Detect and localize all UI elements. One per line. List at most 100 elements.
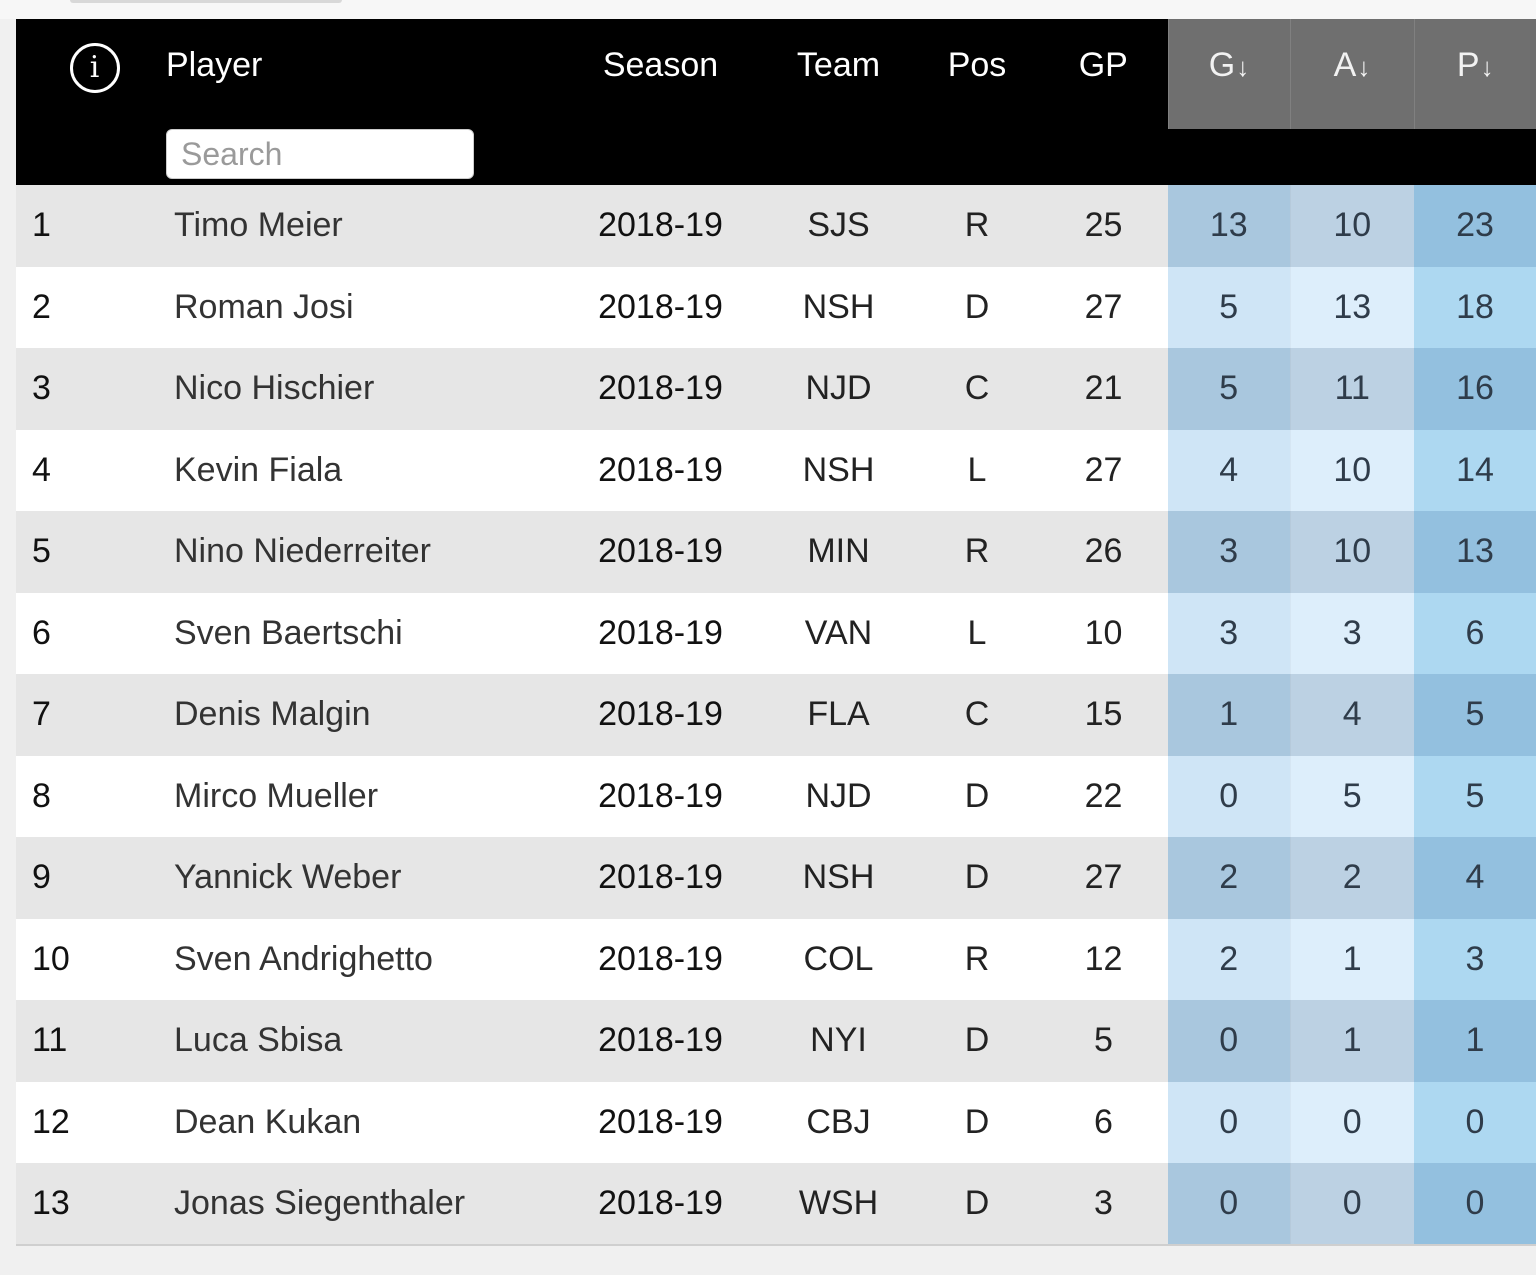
position-cell: R bbox=[915, 918, 1039, 1000]
rank-cell: 6 bbox=[16, 592, 158, 674]
points-header-label: P bbox=[1456, 46, 1480, 84]
player-name-cell[interactable]: Jonas Siegenthaler bbox=[158, 1163, 559, 1245]
rank-cell: 8 bbox=[16, 755, 158, 837]
info-icon[interactable]: i bbox=[69, 43, 120, 93]
rank-cell: 2 bbox=[16, 266, 158, 348]
rank-cell: 13 bbox=[16, 1163, 158, 1245]
table-row[interactable]: 10 Sven Andrighetto 2018-19 COL R 12 2 1 3 bbox=[16, 918, 1536, 1000]
player-name-cell[interactable]: Kevin Fiala bbox=[158, 429, 559, 511]
player-name-cell[interactable]: Dean Kukan bbox=[158, 1081, 559, 1163]
rank-cell: 12 bbox=[16, 1081, 158, 1163]
season-cell: 2018-19 bbox=[559, 266, 762, 348]
table-row[interactable]: 5 Nino Niederreiter 2018-19 MIN R 26 3 10 13 bbox=[16, 511, 1536, 593]
player-name-cell[interactable]: Denis Malgin bbox=[158, 674, 559, 756]
games-played-cell: 27 bbox=[1039, 837, 1168, 919]
assists-header[interactable]: A↓ bbox=[1289, 19, 1414, 129]
games-played-cell: 27 bbox=[1039, 429, 1168, 511]
team-cell: NSH bbox=[762, 837, 915, 919]
goals-header[interactable]: G↓ bbox=[1167, 19, 1290, 129]
filter-row bbox=[16, 129, 1536, 185]
season-cell: 2018-19 bbox=[559, 755, 762, 837]
position-cell: D bbox=[915, 266, 1039, 348]
rank-cell: 3 bbox=[16, 348, 158, 430]
goals-cell: 0 bbox=[1168, 755, 1290, 837]
player-name-cell[interactable]: Roman Josi bbox=[158, 266, 559, 348]
goals-header-label: G bbox=[1208, 46, 1236, 84]
position-cell: D bbox=[915, 1163, 1039, 1245]
player-name-cell[interactable]: Sven Baertschi bbox=[158, 592, 559, 674]
points-cell: 5 bbox=[1414, 674, 1536, 756]
season-header[interactable]: Season bbox=[559, 19, 762, 185]
table-row[interactable]: 11 Luca Sbisa 2018-19 NYI D 5 0 1 1 bbox=[16, 1000, 1536, 1082]
player-name-cell[interactable]: Sven Andrighetto bbox=[158, 918, 559, 1000]
points-cell: 4 bbox=[1414, 837, 1536, 919]
table-body: 1 Timo Meier 2018-19 SJS R 25 13 10 23 2 Roman Jos… bbox=[16, 185, 1536, 1245]
team-cell: NSH bbox=[762, 429, 915, 511]
table-row[interactable]: 1 Timo Meier 2018-19 SJS R 25 13 10 23 bbox=[16, 185, 1536, 267]
team-cell: NJD bbox=[762, 348, 915, 430]
games-played-cell: 15 bbox=[1039, 674, 1168, 756]
team-cell: SJS bbox=[762, 185, 915, 267]
goals-cell: 3 bbox=[1168, 511, 1290, 593]
table-row[interactable]: 8 Mirco Mueller 2018-19 NJD D 22 0 5 5 bbox=[16, 755, 1536, 837]
points-cell: 18 bbox=[1414, 266, 1536, 348]
table-row[interactable]: 12 Dean Kukan 2018-19 CBJ D 6 0 0 0 bbox=[16, 1081, 1536, 1163]
table-row[interactable]: 9 Yannick Weber 2018-19 NSH D 27 2 2 4 bbox=[16, 837, 1536, 919]
sort-down-arrow-icon: ↓ bbox=[1357, 52, 1371, 82]
season-cell: 2018-19 bbox=[559, 1163, 762, 1245]
season-cell: 2018-19 bbox=[559, 1081, 762, 1163]
assists-cell: 13 bbox=[1290, 266, 1414, 348]
games-played-cell: 12 bbox=[1039, 918, 1168, 1000]
season-cell: 2018-19 bbox=[559, 918, 762, 1000]
gp-header[interactable]: GP bbox=[1039, 19, 1168, 185]
table-row[interactable]: 13 Jonas Siegenthaler 2018-19 WSH D 3 0 0 0 bbox=[16, 1163, 1536, 1245]
player-name-cell[interactable]: Luca Sbisa bbox=[158, 1000, 559, 1082]
rank-cell: 9 bbox=[16, 837, 158, 919]
goals-cell: 5 bbox=[1168, 266, 1290, 348]
assists-cell: 1 bbox=[1290, 918, 1414, 1000]
team-header[interactable]: Team bbox=[762, 19, 915, 185]
player-header[interactable]: Player bbox=[158, 19, 559, 129]
games-played-cell: 21 bbox=[1039, 348, 1168, 430]
position-cell: R bbox=[915, 511, 1039, 593]
rank-cell: 5 bbox=[16, 511, 158, 593]
sort-down-arrow-icon: ↓ bbox=[1236, 52, 1250, 82]
table-row[interactable]: 6 Sven Baertschi 2018-19 VAN L 10 3 3 6 bbox=[16, 592, 1536, 674]
rank-cell: 1 bbox=[16, 185, 158, 267]
rank-cell: 7 bbox=[16, 674, 158, 756]
points-cell: 13 bbox=[1414, 511, 1536, 593]
player-name-cell[interactable]: Nico Hischier bbox=[158, 348, 559, 430]
table-row[interactable]: 2 Roman Josi 2018-19 NSH D 27 5 13 18 bbox=[16, 266, 1536, 348]
points-cell: 1 bbox=[1414, 1000, 1536, 1082]
points-cell: 5 bbox=[1414, 755, 1536, 837]
games-played-cell: 26 bbox=[1039, 511, 1168, 593]
assists-cell: 10 bbox=[1290, 429, 1414, 511]
table-row[interactable]: 3 Nico Hischier 2018-19 NJD C 21 5 11 16 bbox=[16, 348, 1536, 430]
points-cell: 0 bbox=[1414, 1081, 1536, 1163]
player-name-cell[interactable]: Timo Meier bbox=[158, 185, 559, 267]
table-row[interactable]: 7 Denis Malgin 2018-19 FLA C 15 1 4 5 bbox=[16, 674, 1536, 756]
goals-cell: 0 bbox=[1168, 1000, 1290, 1082]
team-cell: NSH bbox=[762, 266, 915, 348]
table-row[interactable]: 4 Kevin Fiala 2018-19 NSH L 27 4 10 14 bbox=[16, 429, 1536, 511]
assists-cell: 2 bbox=[1290, 837, 1414, 919]
games-played-cell: 3 bbox=[1039, 1163, 1168, 1245]
team-cell: FLA bbox=[762, 674, 915, 756]
player-name-cell[interactable]: Yannick Weber bbox=[158, 837, 559, 919]
player-name-cell[interactable]: Mirco Mueller bbox=[158, 755, 559, 837]
points-header[interactable]: P↓ bbox=[1413, 19, 1536, 129]
player-search-input[interactable] bbox=[166, 129, 474, 179]
assists-header-label: A bbox=[1333, 46, 1357, 84]
goals-cell: 5 bbox=[1168, 348, 1290, 430]
points-cell: 0 bbox=[1414, 1163, 1536, 1245]
season-cell: 2018-19 bbox=[559, 592, 762, 674]
pos-header[interactable]: Pos bbox=[915, 19, 1039, 185]
position-cell: C bbox=[915, 674, 1039, 756]
goals-cell: 13 bbox=[1168, 185, 1290, 267]
team-cell: WSH bbox=[762, 1163, 915, 1245]
player-name-cell[interactable]: Nino Niederreiter bbox=[158, 511, 559, 593]
assists-cell: 1 bbox=[1290, 1000, 1414, 1082]
position-cell: L bbox=[915, 429, 1039, 511]
games-played-cell: 10 bbox=[1039, 592, 1168, 674]
goals-cell: 3 bbox=[1168, 592, 1290, 674]
